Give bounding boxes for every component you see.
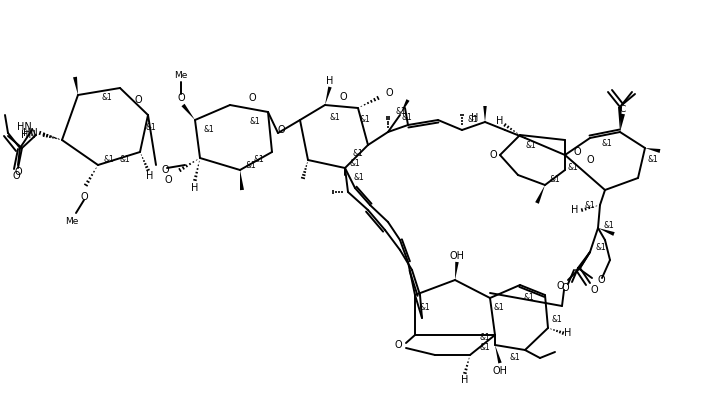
- Text: &1: &1: [603, 220, 614, 229]
- Polygon shape: [618, 107, 622, 132]
- Text: O: O: [590, 285, 598, 295]
- Text: O: O: [80, 192, 88, 202]
- Text: &1: &1: [523, 293, 533, 302]
- Text: O: O: [161, 165, 169, 175]
- Text: &1: &1: [352, 149, 363, 158]
- Text: Me: Me: [65, 217, 79, 227]
- Text: HN: HN: [18, 122, 32, 132]
- Text: &1: &1: [601, 139, 612, 149]
- Text: &1: &1: [479, 332, 490, 342]
- Text: O: O: [586, 155, 594, 165]
- Text: O: O: [14, 167, 22, 177]
- Text: &1: &1: [647, 156, 658, 164]
- Polygon shape: [483, 106, 486, 122]
- Text: &1: &1: [245, 161, 256, 169]
- Text: O: O: [573, 147, 581, 157]
- Text: &1: &1: [551, 315, 562, 325]
- Text: &1: &1: [145, 122, 156, 132]
- Text: &1: &1: [480, 342, 491, 352]
- Text: O: O: [557, 281, 564, 291]
- Text: H: H: [496, 116, 504, 126]
- Polygon shape: [240, 170, 244, 190]
- Text: O: O: [134, 95, 142, 105]
- Polygon shape: [73, 77, 78, 95]
- Text: O: O: [12, 171, 20, 181]
- Text: O: O: [339, 92, 347, 102]
- Text: &1: &1: [550, 176, 561, 185]
- Text: &1: &1: [250, 117, 260, 127]
- Text: &1: &1: [330, 112, 341, 122]
- Text: &1: &1: [493, 303, 504, 312]
- Text: O: O: [278, 125, 285, 135]
- Text: &1: &1: [360, 115, 371, 124]
- Text: &1: &1: [395, 107, 406, 117]
- Text: &1: &1: [103, 156, 114, 164]
- Text: H: H: [147, 171, 154, 181]
- Text: &1: &1: [350, 159, 361, 168]
- Text: &1: &1: [203, 125, 214, 134]
- Text: &1: &1: [420, 303, 430, 312]
- Text: H: H: [571, 205, 579, 215]
- Text: &1: &1: [525, 141, 536, 149]
- Text: &1: &1: [253, 156, 264, 164]
- Polygon shape: [535, 185, 545, 204]
- Text: O: O: [489, 150, 497, 160]
- Text: &1: &1: [568, 163, 579, 171]
- Text: Me: Me: [175, 71, 188, 81]
- Polygon shape: [182, 104, 195, 120]
- Text: O: O: [164, 175, 172, 185]
- Polygon shape: [325, 87, 332, 105]
- Text: OH: OH: [493, 366, 508, 376]
- Polygon shape: [598, 228, 615, 236]
- Text: &1: &1: [119, 156, 130, 164]
- Polygon shape: [495, 345, 502, 364]
- Text: C: C: [620, 105, 626, 115]
- Text: HN: HN: [21, 130, 36, 140]
- Text: &1: &1: [468, 115, 479, 124]
- Text: O: O: [248, 93, 256, 103]
- Text: O: O: [177, 93, 185, 103]
- Text: &1: &1: [353, 173, 364, 183]
- Text: H: H: [191, 183, 198, 193]
- Text: &1: &1: [509, 354, 520, 362]
- Polygon shape: [620, 114, 625, 132]
- Text: H: H: [326, 76, 334, 86]
- Polygon shape: [645, 148, 660, 153]
- Text: H: H: [471, 113, 479, 123]
- Text: &1: &1: [101, 93, 112, 102]
- Text: HN: HN: [23, 128, 38, 138]
- Text: &1: &1: [402, 113, 413, 122]
- Text: O: O: [395, 340, 402, 350]
- Text: H: H: [461, 375, 469, 385]
- Text: &1: &1: [584, 200, 595, 210]
- Text: O: O: [562, 283, 569, 293]
- Text: H: H: [564, 328, 572, 338]
- Polygon shape: [455, 262, 458, 280]
- Text: &1: &1: [595, 244, 606, 252]
- Text: O: O: [598, 275, 606, 285]
- Polygon shape: [400, 99, 409, 115]
- Text: O: O: [386, 88, 394, 98]
- Text: OH: OH: [449, 251, 465, 261]
